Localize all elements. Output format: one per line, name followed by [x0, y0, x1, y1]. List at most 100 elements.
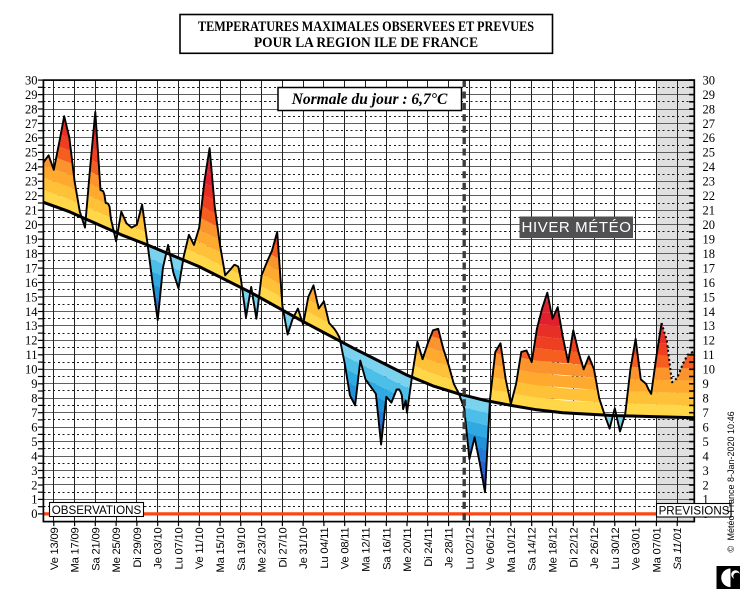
svg-text:30: 30 [703, 73, 716, 87]
svg-text:14: 14 [25, 305, 38, 319]
svg-text:8: 8 [31, 392, 37, 406]
svg-text:19: 19 [25, 233, 38, 247]
svg-text:Normale du jour : 6,7°C: Normale du jour : 6,7°C [291, 91, 448, 108]
svg-text:Sa 21/09: Sa 21/09 [90, 528, 102, 571]
svg-text:Sa 19/10: Sa 19/10 [236, 528, 248, 571]
svg-text:PREVISIONS: PREVISIONS [659, 505, 730, 518]
svg-text:18: 18 [703, 247, 716, 261]
svg-text:20: 20 [25, 218, 38, 232]
svg-text:18: 18 [25, 247, 38, 261]
svg-text:1: 1 [703, 493, 709, 507]
svg-text:22: 22 [25, 189, 38, 203]
svg-text:25: 25 [703, 146, 716, 160]
svg-text:16: 16 [25, 276, 38, 290]
svg-text:27: 27 [25, 117, 38, 131]
svg-text:Sa 16/11: Sa 16/11 [381, 528, 393, 570]
svg-text:Di 27/10: Di 27/10 [277, 528, 289, 568]
svg-text:Ve 13/09: Ve 13/09 [49, 528, 61, 571]
svg-text:9: 9 [31, 377, 37, 391]
svg-text:13: 13 [703, 319, 716, 333]
svg-text:23: 23 [25, 175, 38, 189]
svg-text:1: 1 [31, 493, 37, 507]
svg-text:Météo-France 8-Jan-2020 10:46: Météo-France 8-Jan-2020 10:46 [726, 411, 736, 540]
svg-text:15: 15 [25, 290, 38, 304]
svg-text:2: 2 [31, 478, 37, 492]
svg-text:9: 9 [703, 377, 709, 391]
svg-text:14: 14 [703, 305, 716, 319]
svg-text:3: 3 [703, 464, 709, 478]
svg-text:12: 12 [25, 334, 38, 348]
svg-text:12: 12 [703, 334, 716, 348]
svg-text:Je 28/11: Je 28/11 [444, 528, 456, 569]
svg-text:Ma 10/12: Ma 10/12 [506, 528, 518, 573]
svg-text:Me 18/12: Me 18/12 [548, 528, 560, 573]
svg-text:Ma 17/09: Ma 17/09 [70, 528, 82, 573]
svg-text:4: 4 [703, 449, 710, 463]
svg-text:17: 17 [25, 261, 38, 275]
svg-text:POUR LA REGION ILE DE FRANCE: POUR LA REGION ILE DE FRANCE [254, 35, 478, 51]
svg-text:26: 26 [703, 131, 716, 145]
svg-text:24: 24 [25, 160, 38, 174]
svg-text:29: 29 [703, 88, 716, 102]
svg-text:©: © [726, 546, 736, 553]
svg-text:Ma 12/11: Ma 12/11 [361, 528, 373, 572]
svg-text:25: 25 [25, 146, 38, 160]
svg-text:19: 19 [703, 233, 716, 247]
svg-text:0: 0 [31, 507, 37, 521]
svg-text:5: 5 [31, 435, 37, 449]
svg-text:22: 22 [703, 189, 716, 203]
svg-text:30: 30 [25, 73, 38, 87]
svg-text:2: 2 [703, 478, 709, 492]
svg-text:Je 03/10: Je 03/10 [153, 528, 165, 569]
svg-text:28: 28 [25, 102, 38, 116]
svg-text:7: 7 [703, 406, 709, 420]
svg-text:Sa 11/01: Sa 11/01 [672, 528, 684, 570]
svg-text:Sa 14/12: Sa 14/12 [527, 528, 539, 571]
svg-text:Di 22/12: Di 22/12 [568, 528, 580, 568]
svg-text:17: 17 [703, 261, 716, 275]
svg-text:7: 7 [31, 406, 37, 420]
svg-text:Lu 30/12: Lu 30/12 [610, 528, 622, 570]
svg-text:HIVER MÉTÉO: HIVER MÉTÉO [522, 219, 632, 236]
svg-text:10: 10 [25, 363, 38, 377]
svg-text:Ma 07/01: Ma 07/01 [651, 528, 663, 573]
svg-text:29: 29 [25, 88, 38, 102]
svg-text:TEMPERATURES MAXIMALES OBSERVE: TEMPERATURES MAXIMALES OBSERVEES ET PREV… [198, 19, 534, 35]
svg-text:20: 20 [703, 218, 716, 232]
svg-text:8: 8 [703, 392, 709, 406]
svg-text:27: 27 [703, 117, 716, 131]
svg-text:23: 23 [703, 175, 716, 189]
svg-text:Di 24/11: Di 24/11 [423, 528, 435, 567]
svg-text:6: 6 [31, 420, 37, 434]
svg-text:Me 25/09: Me 25/09 [111, 528, 123, 573]
svg-text:10: 10 [703, 363, 716, 377]
svg-text:Ve 11/10: Ve 11/10 [194, 528, 206, 570]
svg-text:11: 11 [703, 348, 715, 362]
svg-text:Me 20/11: Me 20/11 [402, 528, 414, 572]
svg-text:28: 28 [703, 102, 716, 116]
svg-text:Me 23/10: Me 23/10 [257, 528, 269, 573]
svg-text:21: 21 [25, 204, 38, 218]
svg-text:5: 5 [703, 435, 709, 449]
svg-text:4: 4 [31, 449, 38, 463]
svg-text:Je 26/12: Je 26/12 [589, 528, 601, 569]
svg-text:Lu 04/11: Lu 04/11 [319, 528, 331, 569]
svg-text:Je 31/10: Je 31/10 [298, 528, 310, 569]
svg-text:Ve 06/12: Ve 06/12 [485, 528, 497, 571]
svg-text:Lu 02/12: Lu 02/12 [464, 528, 476, 570]
svg-text:OBSERVATIONS: OBSERVATIONS [52, 504, 142, 517]
svg-text:Ma 15/10: Ma 15/10 [215, 528, 227, 573]
svg-text:13: 13 [25, 319, 38, 333]
svg-text:Ve 08/11: Ve 08/11 [340, 528, 352, 570]
svg-text:15: 15 [703, 290, 716, 304]
svg-text:24: 24 [703, 160, 716, 174]
svg-text:6: 6 [703, 420, 709, 434]
svg-text:21: 21 [703, 204, 716, 218]
svg-text:11: 11 [25, 348, 37, 362]
svg-text:Ve 03/01: Ve 03/01 [631, 528, 643, 571]
svg-text:Di 29/09: Di 29/09 [132, 528, 144, 568]
svg-text:26: 26 [25, 131, 38, 145]
svg-text:16: 16 [703, 276, 716, 290]
svg-text:Lu 07/10: Lu 07/10 [174, 528, 186, 570]
svg-text:3: 3 [31, 464, 37, 478]
